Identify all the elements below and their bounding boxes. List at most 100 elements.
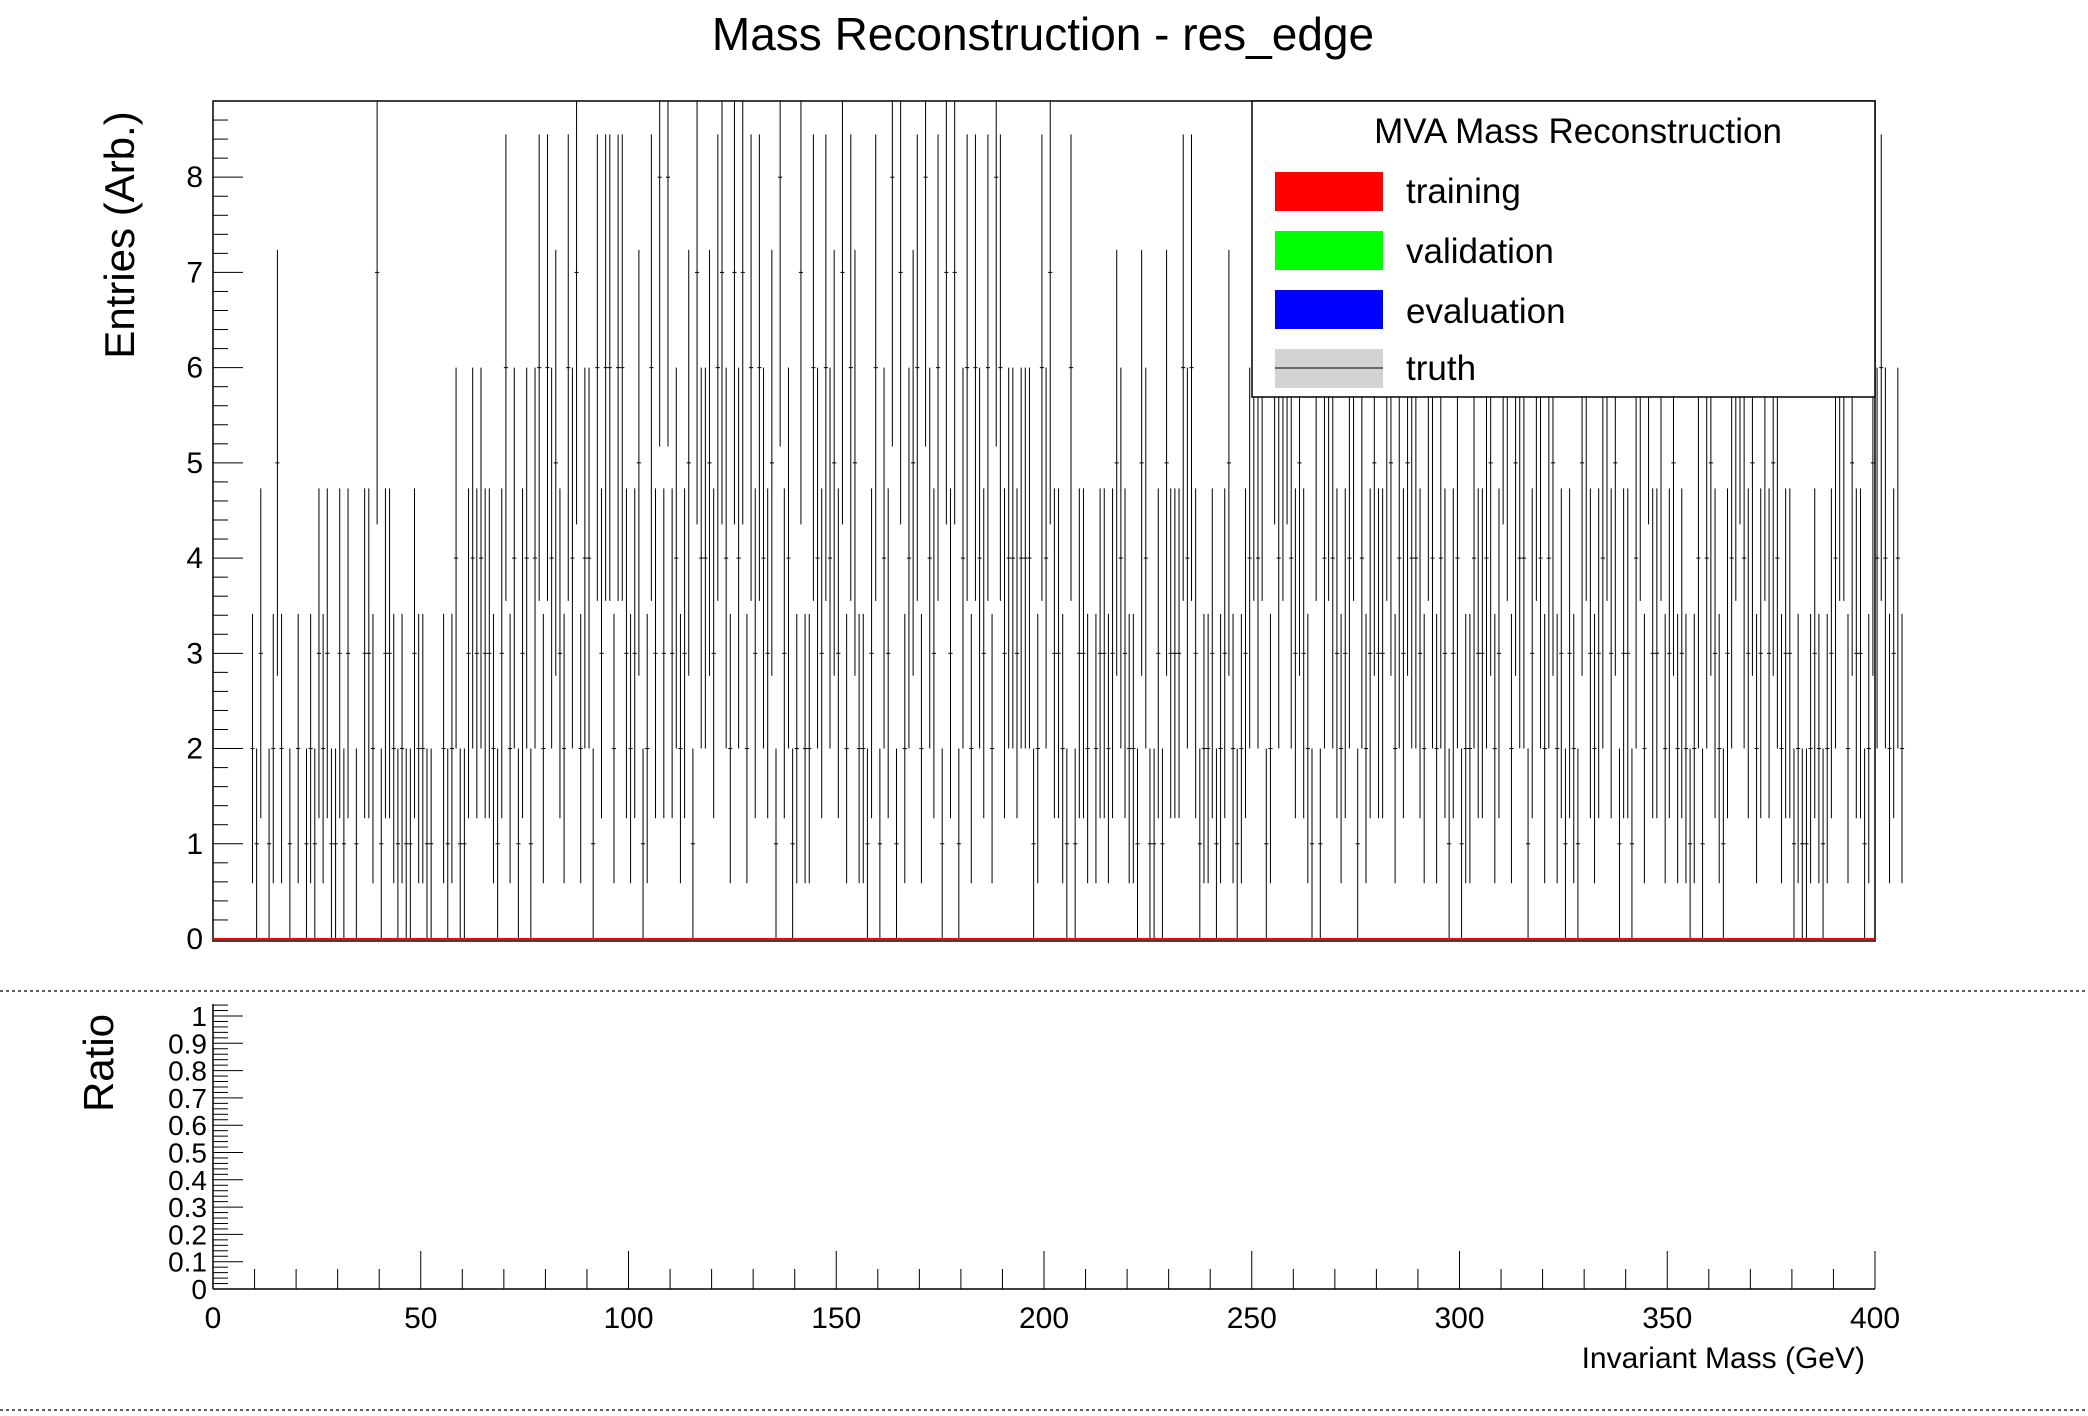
- truth-bin: [1496, 488, 1502, 819]
- truth-bin: [1093, 613, 1099, 884]
- truth-bin: [1509, 613, 1514, 884]
- truth-bin: [616, 134, 621, 601]
- truth-bin: [1114, 249, 1119, 676]
- truth-bin: [761, 367, 766, 749]
- truth-bin: [807, 613, 812, 884]
- x-tick-label: 50: [404, 1302, 437, 1335]
- truth-bin: [1517, 367, 1522, 749]
- ratio-y-tick-label: 0.2: [168, 1219, 207, 1250]
- truth-bin: [499, 488, 504, 819]
- truth-bin: [532, 367, 538, 749]
- ratio-y-tick-label: 0.6: [168, 1110, 207, 1141]
- truth-bin: [416, 613, 421, 884]
- truth-bin: [649, 134, 654, 601]
- truth-bin: [890, 101, 895, 447]
- truth-bin: [827, 367, 833, 749]
- truth-bin: [1596, 488, 1601, 819]
- truth-bin: [1206, 613, 1211, 884]
- truth-bin: [1002, 488, 1007, 819]
- truth-bin: [811, 134, 816, 601]
- truth-bin: [399, 613, 405, 884]
- truth-bin: [840, 101, 845, 525]
- truth-bin: [474, 488, 479, 819]
- truth-bin: [1688, 748, 1693, 939]
- truth-bin: [1301, 488, 1306, 819]
- truth-bin: [628, 613, 633, 884]
- truth-bin: [1122, 488, 1128, 819]
- truth-bin: [1476, 488, 1481, 819]
- truth-bin: [1621, 488, 1626, 819]
- ratio-y-tick-label: 0.1: [168, 1247, 207, 1278]
- truth-bin: [1692, 613, 1697, 884]
- truth-bin: [321, 613, 326, 884]
- truth-bin: [1663, 613, 1668, 884]
- truth-bin: [1742, 367, 1747, 749]
- truth-bin: [765, 488, 770, 819]
- truth-bin: [333, 748, 338, 939]
- truth-bin: [1683, 613, 1689, 884]
- truth-bin: [732, 101, 737, 525]
- ratio-y-tick-label: 0.8: [168, 1056, 207, 1087]
- truth-bin: [1160, 748, 1165, 939]
- truth-bin: [1833, 367, 1838, 749]
- truth-bin: [1363, 613, 1369, 884]
- truth-bin: [1883, 367, 1888, 749]
- x-tick-label: 200: [1019, 1302, 1069, 1335]
- truth-bin: [1027, 367, 1032, 749]
- truth-bin: [512, 367, 517, 749]
- truth-bin: [1139, 249, 1144, 676]
- truth-bin: [798, 101, 804, 525]
- truth-bin: [1085, 613, 1090, 884]
- truth-bin: [1052, 488, 1057, 819]
- truth-bin: [1879, 134, 1884, 601]
- truth-bin: [1845, 613, 1851, 884]
- truth-bin: [1417, 488, 1423, 819]
- truth-bin: [1559, 488, 1564, 819]
- truth-bin: [312, 748, 317, 939]
- truth-bin: [387, 488, 392, 819]
- truth-bin: [1592, 613, 1597, 884]
- truth-bin: [1210, 488, 1215, 819]
- truth-bin: [1343, 488, 1348, 819]
- truth-bin: [1796, 613, 1801, 884]
- y-tick-label: 6: [186, 352, 203, 385]
- truth-bin: [445, 748, 450, 939]
- truth-bin: [1376, 488, 1381, 819]
- legend-label-validation: validation: [1406, 232, 1554, 271]
- truth-bin: [1459, 748, 1464, 939]
- y-tick-label: 0: [186, 923, 203, 956]
- truth-bin: [1347, 367, 1352, 749]
- truth-bin: [570, 367, 575, 749]
- truth-bin: [1098, 488, 1103, 819]
- truth-bin: [1575, 748, 1580, 939]
- truth-bin: [1875, 367, 1880, 749]
- truth-bin: [470, 367, 475, 749]
- truth-bin: [894, 748, 899, 939]
- truth-bin: [1309, 748, 1315, 939]
- truth-bin: [994, 101, 999, 447]
- truth-bin: [1230, 613, 1236, 884]
- truth-bin: [1891, 488, 1896, 819]
- truth-bin: [773, 748, 779, 939]
- truth-bin: [1048, 101, 1053, 525]
- truth-bin: [1201, 613, 1207, 884]
- truth-bin: [757, 134, 762, 601]
- truth-bin: [1542, 613, 1547, 884]
- truth-bin: [595, 134, 600, 601]
- truth-bin: [1322, 367, 1327, 749]
- truth-bin: [553, 249, 558, 676]
- truth-bin: [790, 748, 795, 939]
- truth-bin: [1189, 134, 1194, 601]
- truth-bin: [549, 367, 554, 749]
- truth-bin: [1704, 367, 1709, 749]
- ratio-y-axis-label: Ratio: [75, 1014, 122, 1112]
- truth-bin: [458, 748, 463, 939]
- truth-bin: [1185, 367, 1190, 749]
- truth-bin: [275, 249, 280, 676]
- truth-bin: [254, 748, 259, 939]
- truth-bin: [1222, 488, 1227, 819]
- truth-bin: [296, 613, 301, 884]
- truth-bin: [674, 367, 679, 749]
- main-panel: 0 1 2 3 4 5 6 7 8 Entries (Arb.): [96, 100, 1905, 956]
- truth-bin: [861, 613, 866, 884]
